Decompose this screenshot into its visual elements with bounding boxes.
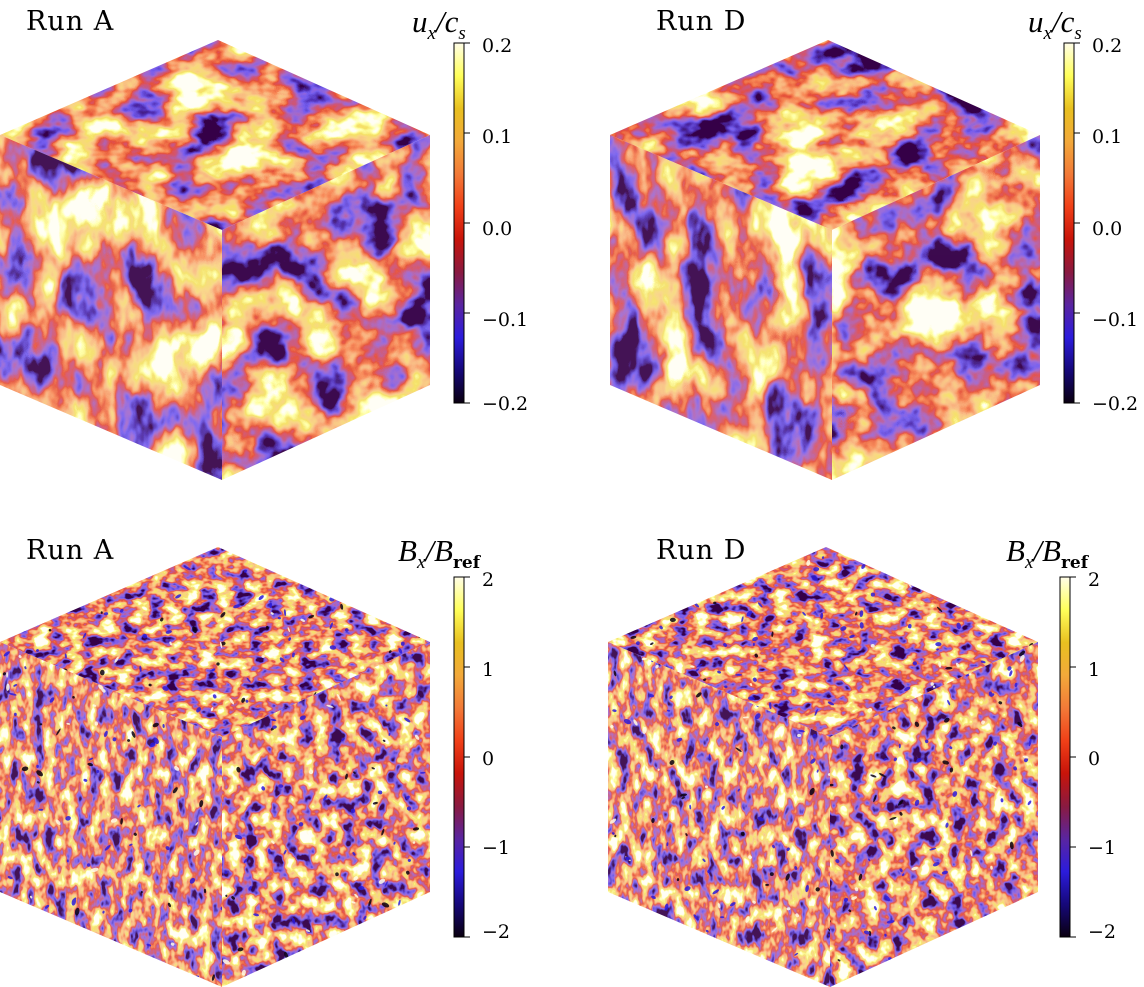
- tick-label: 0.0: [482, 218, 513, 240]
- simulation-cube: [0, 40, 430, 480]
- panel-run-a-field: Run A Bx/Bref 2 1 0 −1 −2: [0, 493, 572, 987]
- colorbar: [1059, 576, 1076, 938]
- tick-label: −1: [482, 837, 511, 859]
- tick-label: 0.1: [1092, 126, 1123, 148]
- colorbar: [1063, 42, 1080, 404]
- tick-label: −1: [1088, 837, 1117, 859]
- tick-label: −0.2: [482, 393, 529, 415]
- colorbar-gradient: [453, 42, 465, 404]
- simulation-cube: [610, 40, 1040, 480]
- simulation-cube: [608, 547, 1038, 987]
- run-label: Run D: [656, 535, 747, 566]
- tick-label: −0.2: [1092, 393, 1139, 415]
- panel-run-d-field: Run D Bx/Bref 2 1 0 −1 −2: [572, 493, 1144, 987]
- tick-label: −2: [482, 921, 511, 943]
- colorbar-quantity-label: ux/cs: [1028, 4, 1082, 45]
- tick-label: 0: [1088, 748, 1101, 770]
- colorbar-quantity-label: Bx/Bref: [1006, 533, 1089, 574]
- tick-label: 0.2: [482, 35, 513, 57]
- tick-label: 2: [482, 569, 495, 591]
- panel-run-d-velocity: Run D ux/cs 0.2 0.1 0.0 −0.1 −0.2: [572, 0, 1144, 490]
- run-label: Run A: [26, 535, 115, 566]
- tick-label: 0.2: [1092, 35, 1123, 57]
- tick-label: 1: [1088, 659, 1101, 681]
- run-label: Run D: [656, 6, 747, 37]
- colorbar: [453, 42, 470, 404]
- colorbar-gradient: [453, 576, 465, 938]
- colorbar-quantity-label: Bx/Bref: [398, 533, 481, 574]
- tick-label: 0: [482, 748, 495, 770]
- colorbar-quantity-label: ux/cs: [412, 4, 466, 45]
- tick-label: −2: [1088, 921, 1117, 943]
- tick-label: 0.0: [1092, 218, 1123, 240]
- run-label: Run A: [26, 6, 115, 37]
- colorbar-gradient: [1059, 576, 1071, 938]
- tick-label: 2: [1088, 569, 1101, 591]
- colorbar: [453, 576, 470, 938]
- tick-label: −0.1: [482, 309, 529, 331]
- tick-label: 0.1: [482, 126, 513, 148]
- tick-label: −0.1: [1092, 309, 1139, 331]
- panel-run-a-velocity: Run A ux/cs 0.2 0.1 0.0 −0.1 −0.2: [0, 0, 572, 490]
- simulation-cube: [0, 547, 430, 987]
- tick-label: 1: [482, 659, 495, 681]
- colorbar-gradient: [1063, 42, 1075, 404]
